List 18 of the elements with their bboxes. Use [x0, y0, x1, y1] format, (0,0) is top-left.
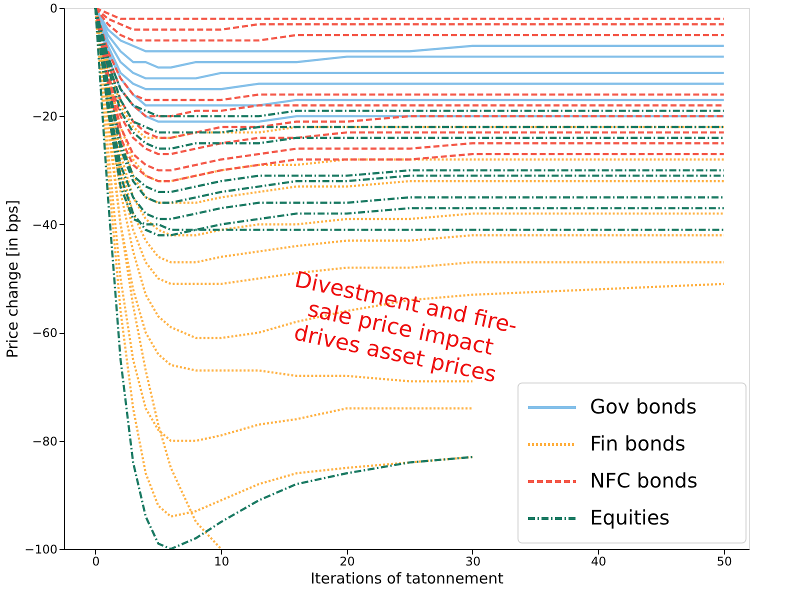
x-tick-label: 50 — [716, 554, 732, 568]
legend-label: Equities — [590, 506, 670, 530]
y-tick-label: −100 — [24, 542, 58, 556]
legend-label: NFC bonds — [590, 468, 698, 492]
x-tick-label: 0 — [92, 554, 100, 568]
legend-label: Fin bonds — [590, 432, 686, 456]
y-tick-label: −80 — [32, 434, 58, 448]
x-tick-label: 20 — [340, 554, 355, 568]
y-tick-label: −40 — [32, 218, 58, 232]
y-tick-label: −60 — [32, 326, 58, 340]
y-tick-label: 0 — [50, 2, 58, 16]
y-axis-title: Price change [in bps] — [4, 200, 22, 358]
x-tick-label: 30 — [465, 554, 481, 568]
x-axis-title: Iterations of tatonnement — [310, 570, 504, 588]
x-tick-label: 10 — [214, 554, 230, 568]
legend-label: Gov bonds — [590, 394, 697, 418]
y-tick-label: −20 — [32, 110, 58, 124]
x-tick-label: 40 — [591, 554, 606, 568]
